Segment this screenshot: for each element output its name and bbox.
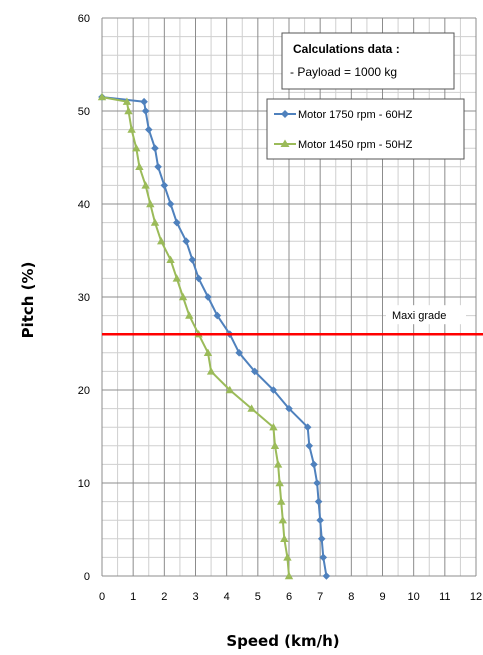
x-tick-label: 5 — [255, 591, 261, 603]
legend-label-series-2: Motor 1450 rpm - 50HZ — [298, 139, 413, 151]
y-tick-label: 0 — [84, 571, 90, 583]
calculations-note-text: - Payload = 1000 kg — [290, 65, 397, 79]
legend-marker-series-2 — [280, 139, 290, 147]
series-1-point — [194, 274, 203, 283]
series-2-point — [141, 181, 150, 189]
series-2-point — [247, 404, 256, 412]
series-2-point — [278, 516, 287, 524]
series-1-point — [204, 293, 212, 301]
series-1-point — [235, 349, 243, 357]
series-2-point — [185, 311, 194, 319]
x-tick-label: 12 — [470, 591, 482, 603]
series-2-point — [284, 571, 294, 580]
series-1-point — [250, 367, 259, 376]
series-2-point — [150, 218, 160, 226]
series-1-point — [140, 97, 148, 106]
series-2-point — [283, 553, 292, 561]
series-2-point — [178, 292, 188, 301]
series-2-point — [275, 478, 284, 487]
x-tick-label: 7 — [317, 591, 323, 603]
series-1-point — [269, 386, 278, 394]
legend-marker-series-1 — [281, 110, 289, 118]
series-1-point — [319, 553, 328, 562]
series-1-point — [151, 144, 159, 152]
series-2-point — [135, 162, 144, 170]
legend-label-series-1: Motor 1750 rpm - 60HZ — [298, 109, 413, 121]
series-2-point — [122, 97, 132, 105]
series-2-point — [203, 348, 213, 356]
series-line-2 — [101, 96, 290, 577]
series-2-point — [97, 92, 107, 101]
y-tick-label: 40 — [78, 199, 90, 211]
series-1-point — [166, 200, 175, 208]
maxi-grade-label-box — [386, 305, 466, 325]
series-1-point — [322, 572, 331, 580]
series-2-point — [269, 423, 278, 431]
series-1-point — [303, 423, 312, 431]
series-1-point — [144, 125, 153, 134]
series-2-point — [172, 274, 181, 282]
x-tick-label: 2 — [161, 591, 167, 603]
series-2-point — [146, 199, 155, 208]
major-gridlines — [101, 17, 477, 577]
y-tick-label: 20 — [78, 385, 90, 397]
series-2-point — [157, 237, 166, 245]
series-2 — [97, 92, 294, 580]
series-1-point — [173, 218, 181, 227]
x-tick-label: 11 — [439, 591, 450, 603]
series-1-point — [160, 181, 169, 190]
x-tick-label: 9 — [379, 591, 385, 603]
maxi-grade-label: Maxi grade — [392, 310, 446, 322]
series-2-point — [127, 125, 136, 133]
series-1-point — [316, 516, 324, 524]
x-tick-label: 3 — [192, 591, 198, 603]
series-line-1 — [101, 96, 328, 577]
x-tick-label: 1 — [130, 591, 136, 603]
y-tick-label: 60 — [78, 13, 90, 25]
legend: Motor 1750 rpm - 60HZ Motor 1450 rpm - 5… — [266, 98, 465, 160]
x-tick-label: 4 — [224, 591, 230, 603]
maxi-grade-reference: Maxi grade — [102, 305, 483, 336]
series-2-point — [132, 144, 141, 152]
series-1-point — [313, 479, 321, 487]
series-1-point — [213, 311, 222, 320]
x-tick-label: 6 — [286, 591, 292, 603]
series-2-point — [273, 460, 283, 468]
series-layer — [97, 92, 331, 580]
series-2-point — [124, 106, 133, 115]
y-tick-label: 50 — [78, 106, 90, 118]
series-2-point — [270, 441, 280, 449]
calculations-note-box — [281, 32, 455, 90]
legend-box — [266, 98, 465, 160]
series-2-point — [280, 534, 289, 542]
series-1-point — [188, 256, 197, 264]
y-axis-title: Pitch (%) — [19, 262, 37, 339]
series-1-point — [182, 237, 190, 245]
series-2-point — [206, 367, 216, 375]
series-1-point — [154, 163, 162, 171]
series-2-point — [166, 255, 175, 263]
x-tick-label: 8 — [348, 591, 354, 603]
calculations-note: Calculations data : - Payload = 1000 kg — [281, 32, 455, 90]
calculations-note-title: Calculations data : — [293, 42, 400, 56]
x-tick-label: 10 — [408, 591, 420, 603]
series-1-point — [310, 460, 318, 469]
series-1 — [98, 93, 331, 580]
series-1-point — [141, 107, 150, 115]
series-1-point — [285, 404, 293, 413]
x-axis-title: Speed (km/h) — [226, 632, 339, 650]
series-2-point — [277, 497, 286, 505]
series-1-point — [317, 535, 326, 543]
series-1-point — [314, 497, 323, 506]
y-tick-label: 10 — [78, 478, 90, 490]
series-1-point — [305, 442, 314, 450]
y-tick-label: 30 — [78, 292, 90, 304]
series-2-point — [225, 385, 234, 394]
x-tick-label: 0 — [99, 591, 105, 603]
